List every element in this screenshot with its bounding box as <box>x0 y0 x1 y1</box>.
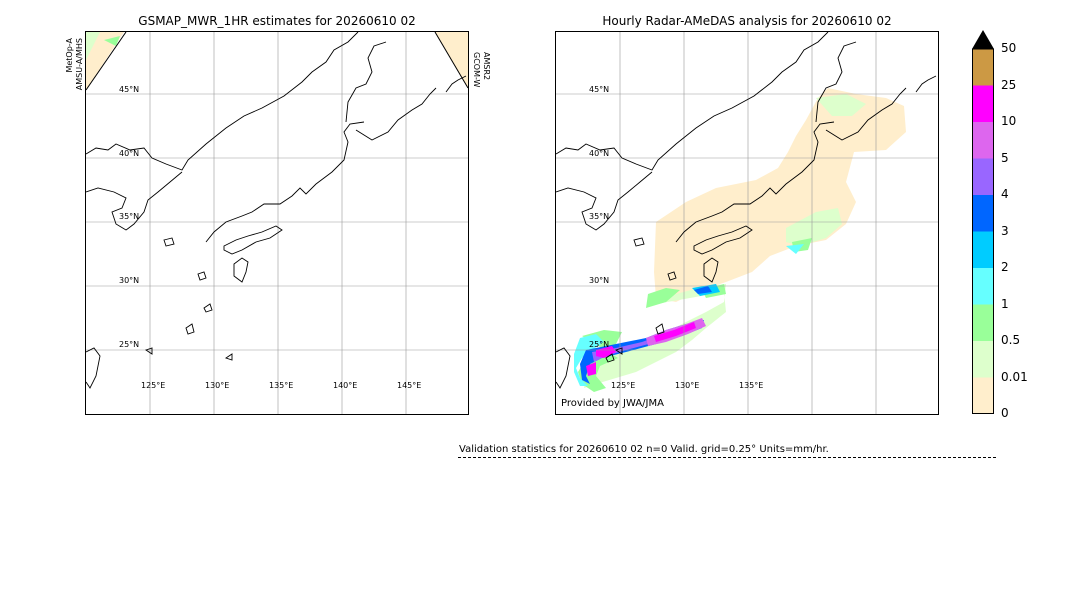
colorbar-segment <box>972 341 994 378</box>
left-lat-label-35: 35°N <box>119 212 140 221</box>
right-lat-label-45: 45°N <box>589 85 610 94</box>
left-lon-label-140: 140°E <box>333 381 358 390</box>
right-lat-label-40: 40°N <box>589 149 610 158</box>
right-lon-label-135: 135°E <box>739 381 764 390</box>
rain-magenta-2 <box>654 322 696 342</box>
left-map-canvas <box>86 32 468 414</box>
rain-magenta-3 <box>586 362 596 376</box>
validation-stats-underline <box>458 457 996 458</box>
colorbar-extend-arrow <box>972 30 994 49</box>
colorbar-outline <box>972 48 994 414</box>
left-lat-label-25: 25°N <box>119 340 140 349</box>
right-map-frame[interactable] <box>555 31 939 415</box>
left-swath-nw-green <box>104 36 120 46</box>
colorbar-segment <box>972 85 994 123</box>
rain-light-green-north <box>816 94 866 116</box>
left-map-frame[interactable] <box>85 31 469 415</box>
colorbar-label: 10 <box>1001 114 1017 128</box>
colorbar-segment <box>972 158 994 196</box>
rain-cyan-3 <box>786 244 804 254</box>
colorbar-segment <box>972 122 994 159</box>
colorbar-label: 0 <box>1001 406 1009 420</box>
colorbar-svg <box>972 30 994 415</box>
map-credit: Provided by JWA/JMA <box>561 398 664 409</box>
left-sat-label-2: AMSU-A/MHS <box>75 38 84 91</box>
right-map-canvas <box>556 32 938 414</box>
right-map-title: Hourly Radar-AMeDAS analysis for 2026061… <box>602 14 892 28</box>
rain-blue-small <box>694 286 712 294</box>
rain-magenta-1 <box>596 346 616 358</box>
colorbar-label: 25 <box>1001 77 1017 92</box>
colorbar-label: 50 <box>1001 41 1017 55</box>
rain-green-1 <box>646 288 680 308</box>
right-lat-label-30: 30°N <box>589 276 610 285</box>
left-lat-label-45: 45°N <box>119 85 140 94</box>
left-swath-nw-light <box>86 32 100 60</box>
colorbar-label: 0.5 <box>1001 333 1021 347</box>
colorbar <box>972 30 994 415</box>
colorbar-label: 3 <box>1001 223 1009 238</box>
right-sat-label-2: AMSR2 <box>482 52 491 81</box>
right-lat-label-25: 25°N <box>589 340 610 349</box>
colorbar-segment <box>972 231 994 269</box>
right-sat-label-1: GCOM-W <box>472 52 481 88</box>
left-lon-label-145: 145°E <box>397 381 422 390</box>
colorbar-segment <box>972 304 994 342</box>
rain-light-green-east <box>786 208 842 246</box>
colorbar-label: 2 <box>1001 260 1009 274</box>
colorbar-segment <box>972 268 994 305</box>
left-sat-label-1: MetOp-A <box>65 38 74 73</box>
right-lon-label-125: 125°E <box>611 381 636 390</box>
right-lat-label-35: 35°N <box>589 212 610 221</box>
left-lat-label-30: 30°N <box>119 276 140 285</box>
left-swath-edge-w <box>86 32 127 91</box>
colorbar-label: 0.01 <box>1001 369 1028 384</box>
left-swath-edge-e <box>434 32 468 89</box>
validation-stats: Validation statistics for 20260610 02 n=… <box>459 444 829 455</box>
left-lon-label-130: 130°E <box>205 381 230 390</box>
colorbar-segment <box>972 195 994 232</box>
colorbar-label: 5 <box>1001 150 1009 165</box>
rain-light-green <box>584 284 726 388</box>
left-map-title: GSMAP_MWR_1HR estimates for 20260610 02 <box>138 14 416 28</box>
left-lon-label-135: 135°E <box>269 381 294 390</box>
right-lon-label-130: 130°E <box>675 381 700 390</box>
radar-coverage <box>654 88 906 302</box>
right-graticule <box>556 32 938 414</box>
left-coastlines <box>86 32 467 389</box>
rain-cyan-1 <box>574 334 604 386</box>
left-graticule <box>86 32 468 414</box>
left-lat-label-40: 40°N <box>119 149 140 158</box>
right-coastlines <box>556 32 937 389</box>
colorbar-segment <box>972 377 994 415</box>
colorbar-segment <box>972 49 994 86</box>
left-lon-label-125: 125°E <box>141 381 166 390</box>
colorbar-label: 4 <box>1001 187 1009 201</box>
colorbar-label: 1 <box>1001 296 1009 311</box>
